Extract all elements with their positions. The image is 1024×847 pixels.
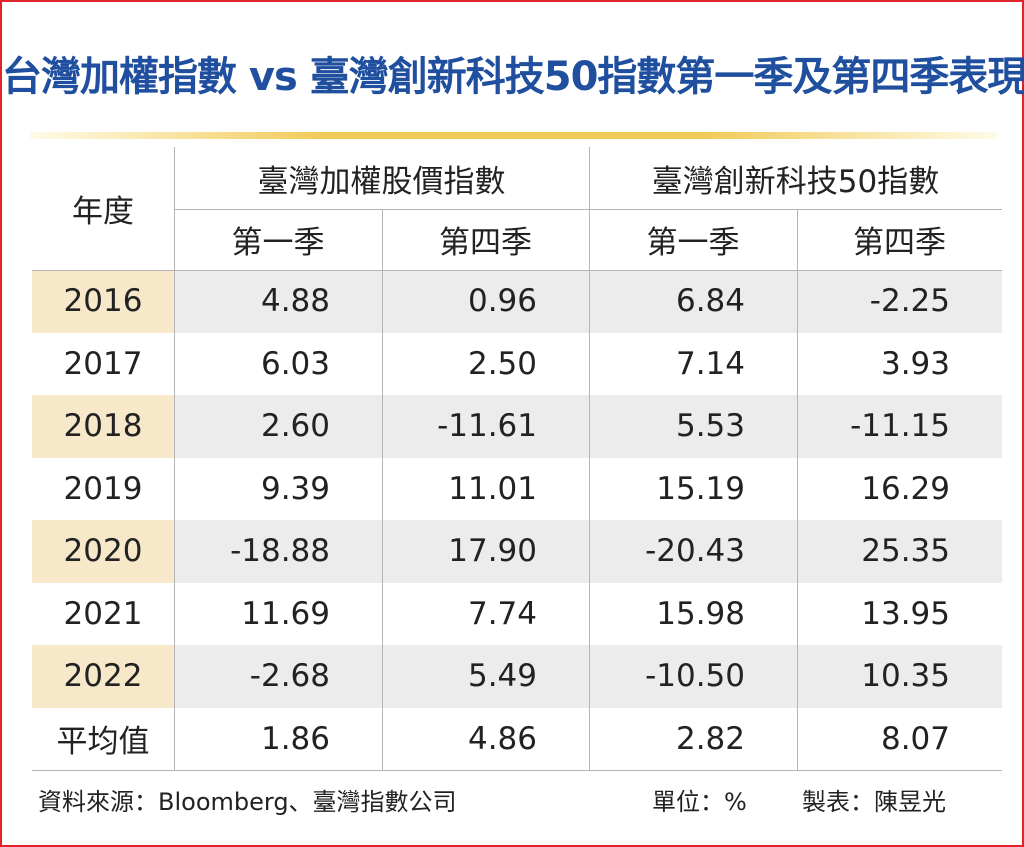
value-cell: 4.88 [260,283,330,320]
value-cell: 0.96 [467,283,537,320]
row-shade [174,520,1002,583]
row-shade [174,645,1002,708]
value-cell: 6.03 [260,345,330,382]
value-cell: 15.19 [656,470,745,507]
value-cell: 7.14 [675,345,745,382]
row-shade [32,520,174,583]
year-cell: 2019 [63,470,143,507]
value-cell: -2.25 [869,283,950,320]
row-shade [174,270,1002,333]
sub-header: 第四季 [853,225,946,261]
year-cell: 2016 [63,283,143,320]
title-rule [30,132,998,139]
group-header: 臺灣創新科技50指數 [651,163,940,200]
value-cell: -11.15 [850,408,950,445]
table-line [174,209,1002,210]
year-cell: 2017 [63,345,143,382]
value-cell: 5.53 [675,408,745,445]
value-cell: 9.39 [260,470,330,507]
value-cell: -10.50 [645,658,745,695]
value-cell: 4.86 [467,720,537,757]
value-cell: -2.68 [249,658,330,695]
value-cell: 2.60 [260,408,330,445]
maker: 製表：陳昱光 [802,788,946,816]
value-cell: 1.86 [260,720,330,757]
value-cell: -20.43 [645,533,745,570]
source: 資料來源：Bloomberg、臺灣指數公司 [38,788,457,816]
value-cell: 2.82 [675,720,745,757]
value-cell: 16.29 [861,470,950,507]
year-cell: 2021 [63,595,143,632]
value-cell: 11.01 [448,470,537,507]
table-line [589,147,590,770]
row-shade [32,645,174,708]
sub-header: 第四季 [439,225,532,261]
sub-header: 第一季 [231,225,325,261]
value-cell: 15.98 [656,595,745,632]
value-cell: 11.69 [241,595,330,632]
value-cell: -11.61 [437,408,537,445]
year-cell: 平均值 [56,724,150,761]
group-header: 臺灣加權股價指數 [257,163,506,200]
year-cell: 2022 [63,658,143,695]
value-cell: 25.35 [861,533,950,570]
table-line [32,270,1002,271]
unit: 單位：% [652,788,747,816]
year-cell: 2018 [63,408,143,445]
table-line [797,209,798,770]
table-line [174,147,175,770]
year-header: 年度 [72,194,134,230]
value-cell: 5.49 [467,658,537,695]
value-cell: -18.88 [230,533,330,570]
table-line [382,209,383,770]
year-cell: 2020 [63,533,143,570]
row-shade [32,270,174,333]
value-cell: 6.84 [675,283,745,320]
value-cell: 17.90 [448,533,537,570]
value-cell: 8.07 [880,720,950,757]
value-cell: 7.74 [467,595,537,632]
value-cell: 2.50 [467,345,537,382]
row-shade [32,395,174,458]
value-cell: 13.95 [861,595,950,632]
value-cell: 10.35 [861,658,950,695]
sub-header: 第一季 [646,225,740,261]
title: 台灣加權指數 vs 臺灣創新科技50指數第一季及第四季表現 [2,54,1024,100]
row-shade [174,395,1002,458]
value-cell: 3.93 [880,345,950,382]
table-line [32,770,1002,771]
